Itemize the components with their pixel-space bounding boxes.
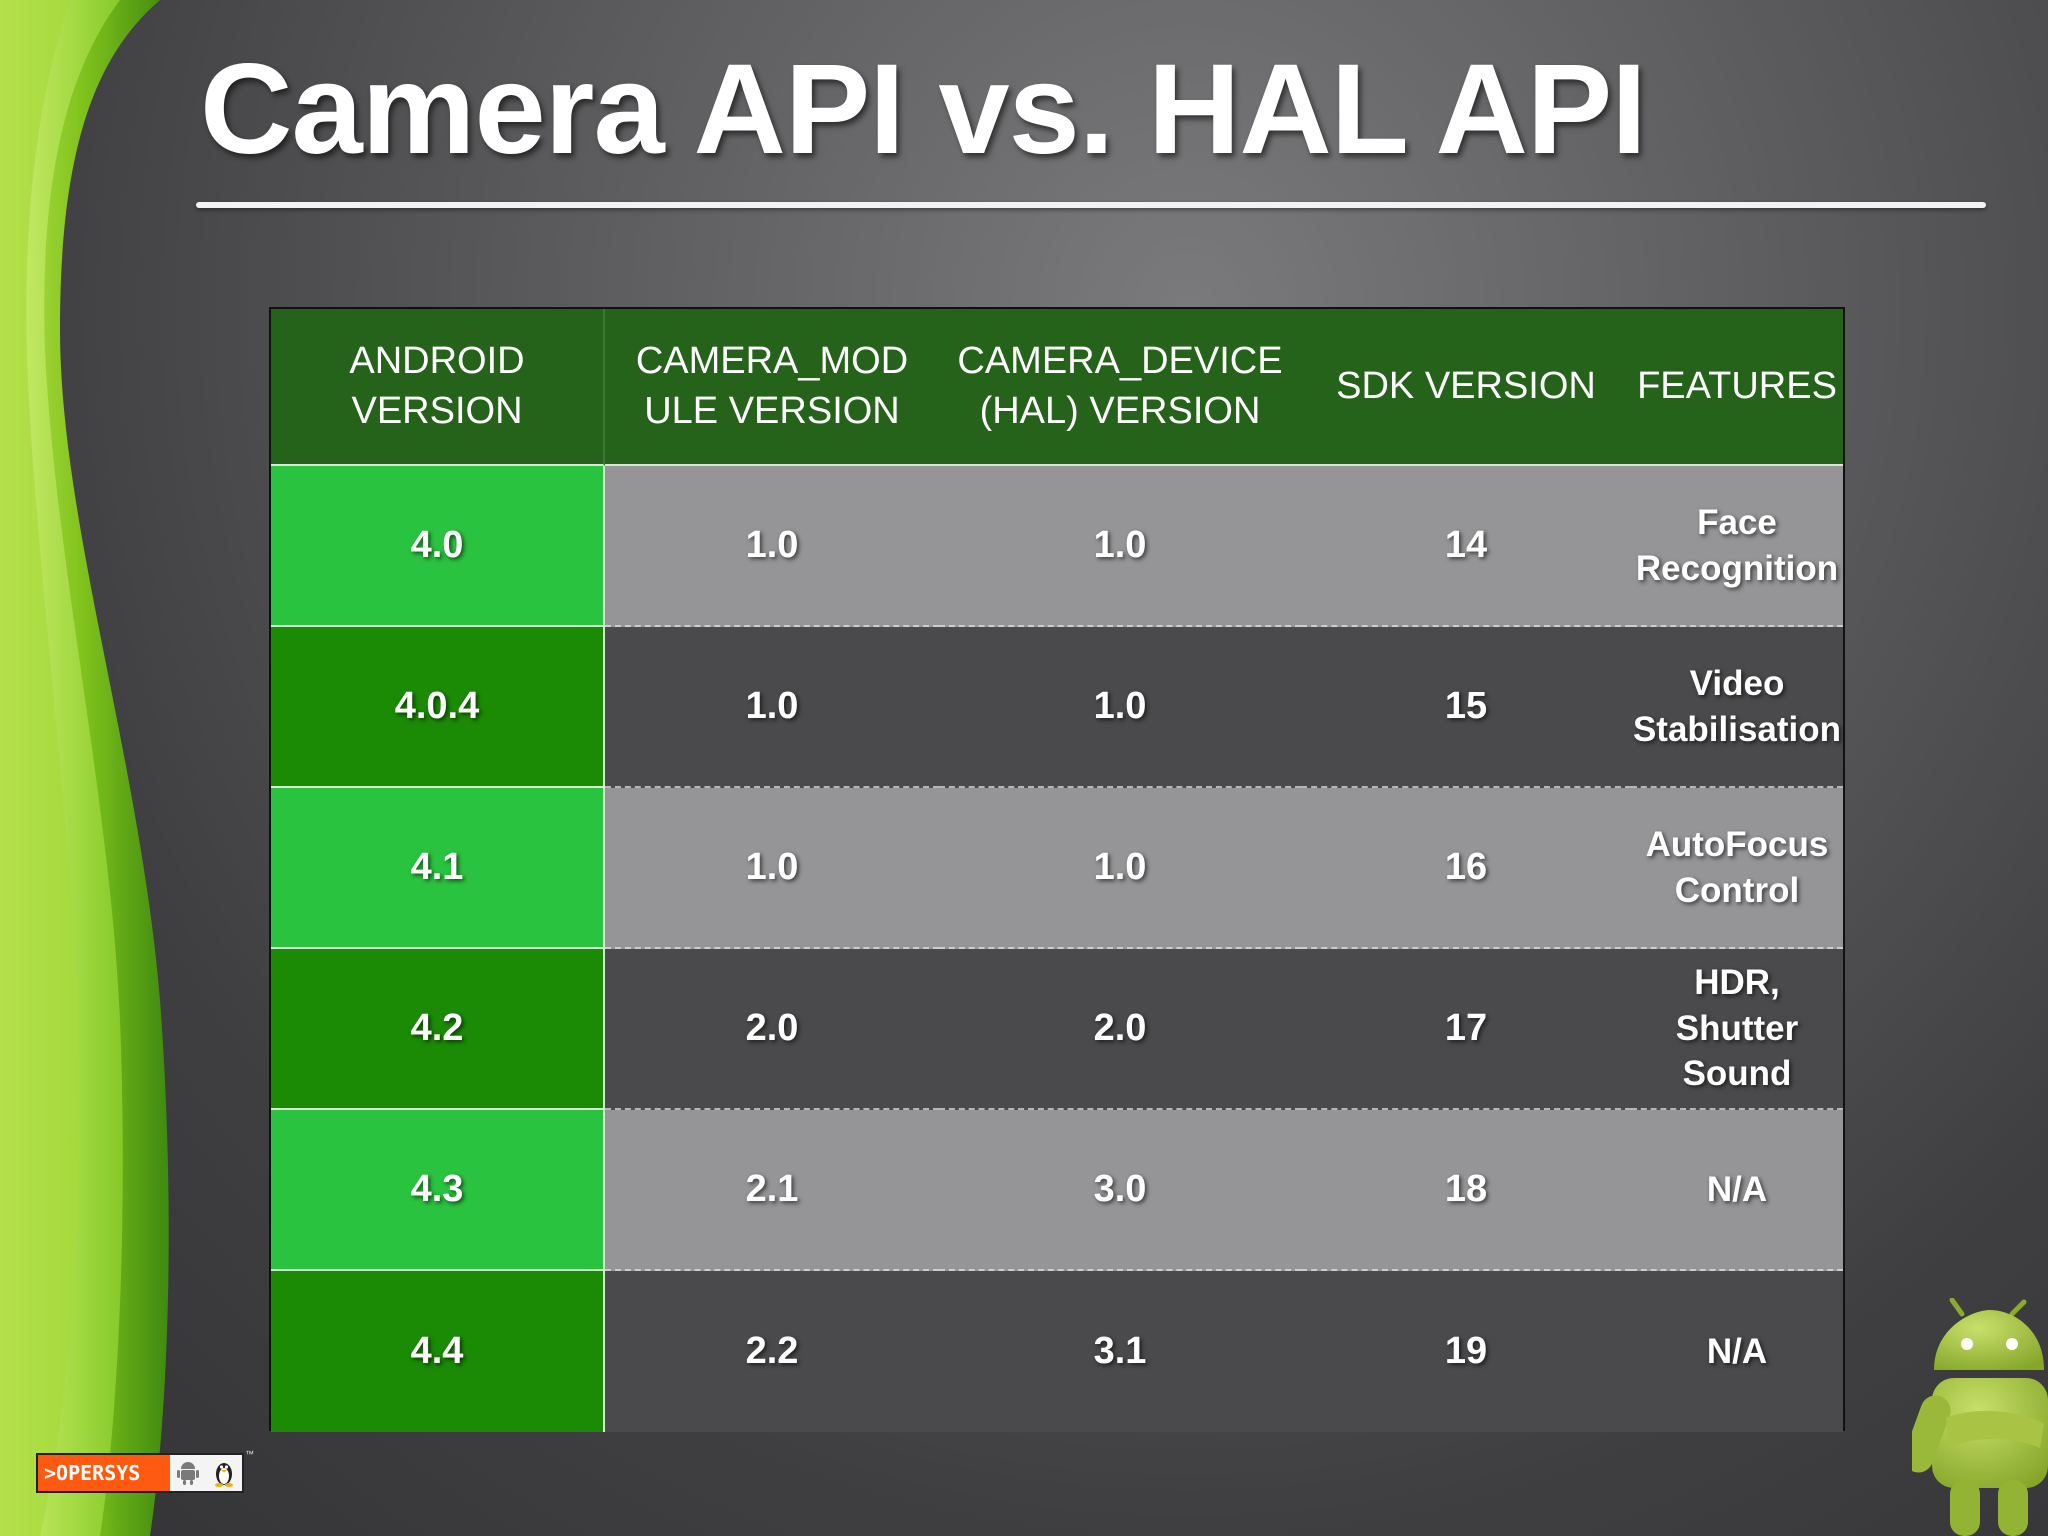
cell-sdk-version: 15	[1301, 627, 1631, 788]
cell-module-version: 1.0	[605, 466, 939, 627]
cell-device-version: 3.0	[939, 1110, 1301, 1271]
cell-device-version: 2.0	[939, 949, 1301, 1110]
header-camera-device-version: CAMERA_DEVICE (HAL) VERSION	[939, 309, 1301, 466]
cell-android-version: 4.0	[271, 466, 605, 627]
cell-module-version: 2.0	[605, 949, 939, 1110]
cell-android-version: 4.3	[271, 1110, 605, 1271]
cell-device-version: 1.0	[939, 788, 1301, 949]
cell-features: AutoFocus Control	[1631, 788, 1843, 949]
cell-android-version: 4.0.4	[271, 627, 605, 788]
cell-android-version: 4.1	[271, 788, 605, 949]
header-camera-module-version: CAMERA_MOD ULE VERSION	[605, 309, 939, 466]
cell-device-version: 1.0	[939, 466, 1301, 627]
cell-module-version: 2.1	[605, 1110, 939, 1271]
cell-device-version: 3.1	[939, 1271, 1301, 1432]
cell-android-version: 4.4	[271, 1271, 605, 1432]
trademark-mark: ™	[245, 1449, 254, 1459]
cell-device-version: 1.0	[939, 627, 1301, 788]
tux-penguin-icon	[215, 1463, 233, 1487]
cell-module-version: 1.0	[605, 788, 939, 949]
header-features: FEATURES	[1631, 309, 1843, 466]
header-sdk-version: SDK VERSION	[1301, 309, 1631, 466]
green-swoosh-decoration	[0, 0, 169, 1536]
version-table: ANDROID VERSION CAMERA_MOD ULE VERSION C…	[269, 307, 1845, 1432]
cell-sdk-version: 17	[1301, 949, 1631, 1110]
cell-features: Video Stabilisation	[1631, 627, 1843, 788]
cell-features: N/A	[1631, 1110, 1843, 1271]
opersys-brand-text: >OPERSYS	[38, 1455, 170, 1491]
cell-android-version: 4.2	[271, 949, 605, 1110]
cell-sdk-version: 14	[1301, 466, 1631, 627]
opersys-logo: >OPERSYS ™	[36, 1449, 254, 1493]
cell-sdk-version: 19	[1301, 1271, 1631, 1432]
android-mascot-icon	[1912, 1298, 2048, 1536]
slide-title: Camera API vs. HAL API	[200, 38, 1647, 181]
title-divider	[196, 202, 1986, 208]
cell-module-version: 1.0	[605, 627, 939, 788]
logo-icons	[170, 1455, 242, 1491]
android-small-icon	[177, 1462, 199, 1485]
cell-sdk-version: 16	[1301, 788, 1631, 949]
cell-features: N/A	[1631, 1271, 1843, 1432]
cell-sdk-version: 18	[1301, 1110, 1631, 1271]
cell-features: HDR, Shutter Sound	[1631, 949, 1843, 1110]
cell-module-version: 2.2	[605, 1271, 939, 1432]
cell-features: Face Recognition	[1631, 466, 1843, 627]
header-android-version: ANDROID VERSION	[271, 309, 605, 466]
